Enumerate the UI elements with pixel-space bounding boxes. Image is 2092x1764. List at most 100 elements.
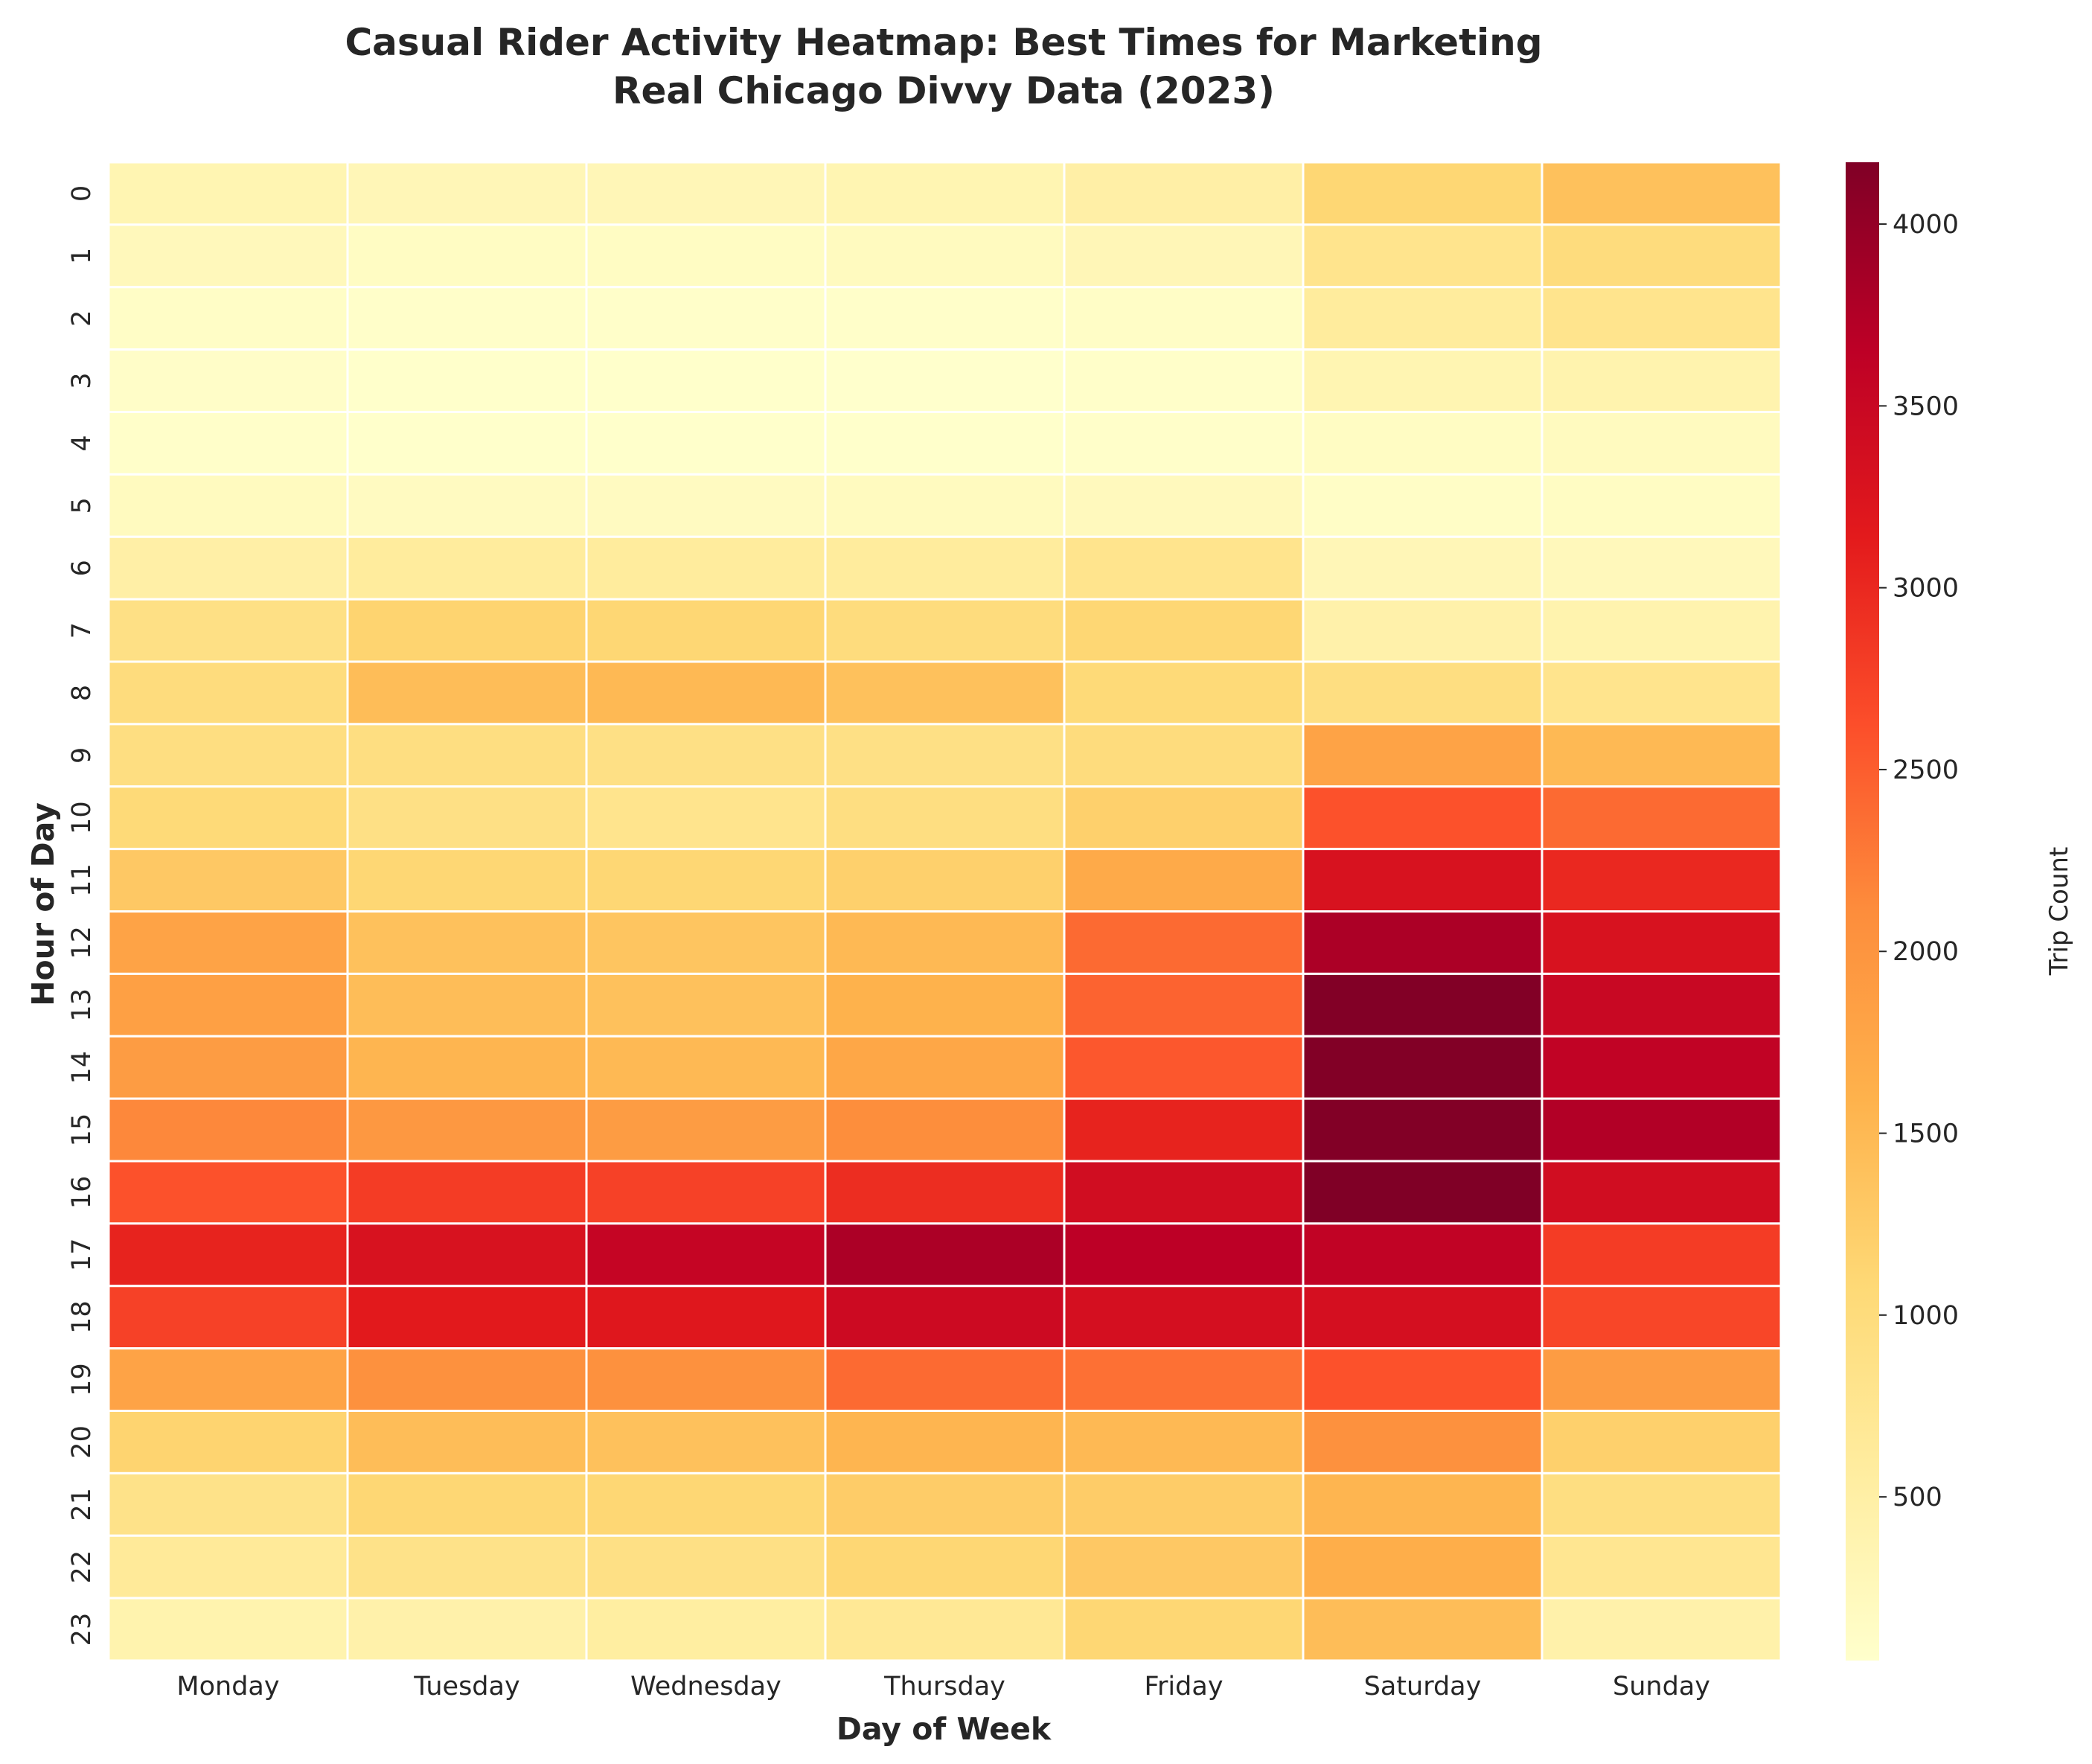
colorbar-tick-label: 500 [1893, 1483, 1942, 1512]
heatmap-cell [1063, 1285, 1305, 1350]
heatmap-cell [1302, 1097, 1544, 1163]
heatmap-cell [1302, 161, 1544, 226]
heatmap-cell [1063, 723, 1305, 788]
y-tick-label: 23 [67, 1613, 97, 1646]
heatmap-cell [1302, 660, 1544, 726]
y-tick-label: 9 [67, 747, 97, 764]
heatmap-cell [1063, 473, 1305, 538]
heatmap-cell [107, 972, 349, 1038]
heatmap-cell [346, 348, 588, 413]
heatmap-cell [1541, 161, 1782, 226]
colorbar-tick-label: 2500 [1893, 755, 1959, 785]
heatmap-cell [585, 1285, 827, 1350]
heatmap-cell [1063, 910, 1305, 975]
heatmap-cell [1302, 411, 1544, 476]
heatmap-cell [824, 411, 1066, 476]
colorbar-tick-label: 1500 [1893, 1119, 1959, 1149]
heatmap-cell [1063, 286, 1305, 351]
heatmap-cell [1063, 598, 1305, 663]
heatmap-cell [346, 1347, 588, 1412]
y-tick-label: 7 [67, 622, 97, 639]
heatmap-cell [1541, 1035, 1782, 1100]
heatmap-cell [585, 1222, 827, 1288]
heatmap-cell [585, 161, 827, 226]
y-tick-label: 0 [67, 185, 97, 202]
heatmap-cell [1541, 1347, 1782, 1412]
heatmap-cell [585, 660, 827, 726]
heatmap-cell [107, 1597, 349, 1662]
heatmap-cell [585, 1534, 827, 1600]
heatmap-cell [824, 1410, 1066, 1474]
heatmap-cell [107, 660, 349, 726]
heatmap-cell [1063, 1410, 1305, 1474]
heatmap-cell [824, 910, 1066, 975]
colorbar-tick-label: 1000 [1893, 1301, 1959, 1331]
heatmap-cell [1302, 1347, 1544, 1412]
y-tick-label: 17 [67, 1239, 97, 1272]
y-tick-label: 6 [67, 560, 97, 576]
heatmap-cell [1541, 411, 1782, 476]
y-tick-label: 5 [67, 497, 97, 514]
heatmap-cell [824, 660, 1066, 726]
x-tick-label: Thursday [883, 1672, 1005, 1701]
heatmap-cell [346, 1097, 588, 1163]
heatmap-cell [585, 848, 827, 913]
heatmap-cell [824, 1097, 1066, 1163]
y-tick-label: 14 [67, 1051, 97, 1084]
heatmap-cell [1302, 473, 1544, 538]
heatmap-cell [824, 473, 1066, 538]
heatmap-cell [1063, 848, 1305, 913]
heatmap-cell [107, 1285, 349, 1350]
y-tick-label: 8 [67, 685, 97, 701]
heatmap-cell [1541, 473, 1782, 538]
heatmap-cell [585, 1097, 827, 1163]
heatmap-cell [1063, 1597, 1305, 1662]
heatmap-cell [107, 223, 349, 289]
heatmap-cell [1302, 848, 1544, 913]
x-tick-label: Saturday [1364, 1672, 1482, 1701]
heatmap-cell [107, 848, 349, 913]
heatmap-cell [346, 660, 588, 726]
heatmap-cell [107, 1097, 349, 1163]
heatmap-cell [1302, 1160, 1544, 1225]
x-tick-label: Sunday [1613, 1672, 1710, 1701]
heatmap-cell [824, 1160, 1066, 1225]
heatmap-cell [1063, 785, 1305, 851]
heatmap-cell [1541, 1285, 1782, 1350]
y-tick-label: 13 [67, 988, 97, 1022]
heatmap-cell [1541, 910, 1782, 975]
heatmap-cell [1302, 223, 1544, 289]
y-tick-label: 11 [67, 863, 97, 897]
y-tick-label: 18 [67, 1300, 97, 1334]
heatmap-cell [346, 411, 588, 476]
colorbar-tick-label: 3500 [1893, 392, 1959, 421]
heatmap-cell [346, 1160, 588, 1225]
heatmap-cell [585, 411, 827, 476]
heatmap-cell [1302, 1410, 1544, 1474]
x-tick-label: Tuesday [413, 1672, 519, 1701]
heatmap-cell [1063, 411, 1305, 476]
heatmap-cell [1302, 286, 1544, 351]
colorbar-label: Trip Count [2044, 847, 2074, 977]
heatmap-cell [346, 223, 588, 289]
heatmap-cell [585, 348, 827, 413]
heatmap-cell [1541, 723, 1782, 788]
heatmap-cell [107, 1410, 349, 1474]
heatmap-cell [1302, 910, 1544, 975]
heatmap-cell [1063, 535, 1305, 601]
heatmap-cell [1302, 348, 1544, 413]
heatmap-cell [107, 411, 349, 476]
heatmap-cell [346, 785, 588, 851]
heatmap-cell [585, 1471, 827, 1537]
heatmap-cell [824, 1285, 1066, 1350]
heatmap-cell [824, 1035, 1066, 1100]
heatmap-cell [346, 535, 588, 601]
heatmap-cell [1541, 1097, 1782, 1163]
heatmap-cell [585, 1160, 827, 1225]
heatmap-cell [346, 723, 588, 788]
heatmap-cell [346, 1534, 588, 1600]
heatmap-cell [1302, 1597, 1544, 1662]
heatmap-cell [107, 785, 349, 851]
heatmap-cell [107, 1160, 349, 1225]
